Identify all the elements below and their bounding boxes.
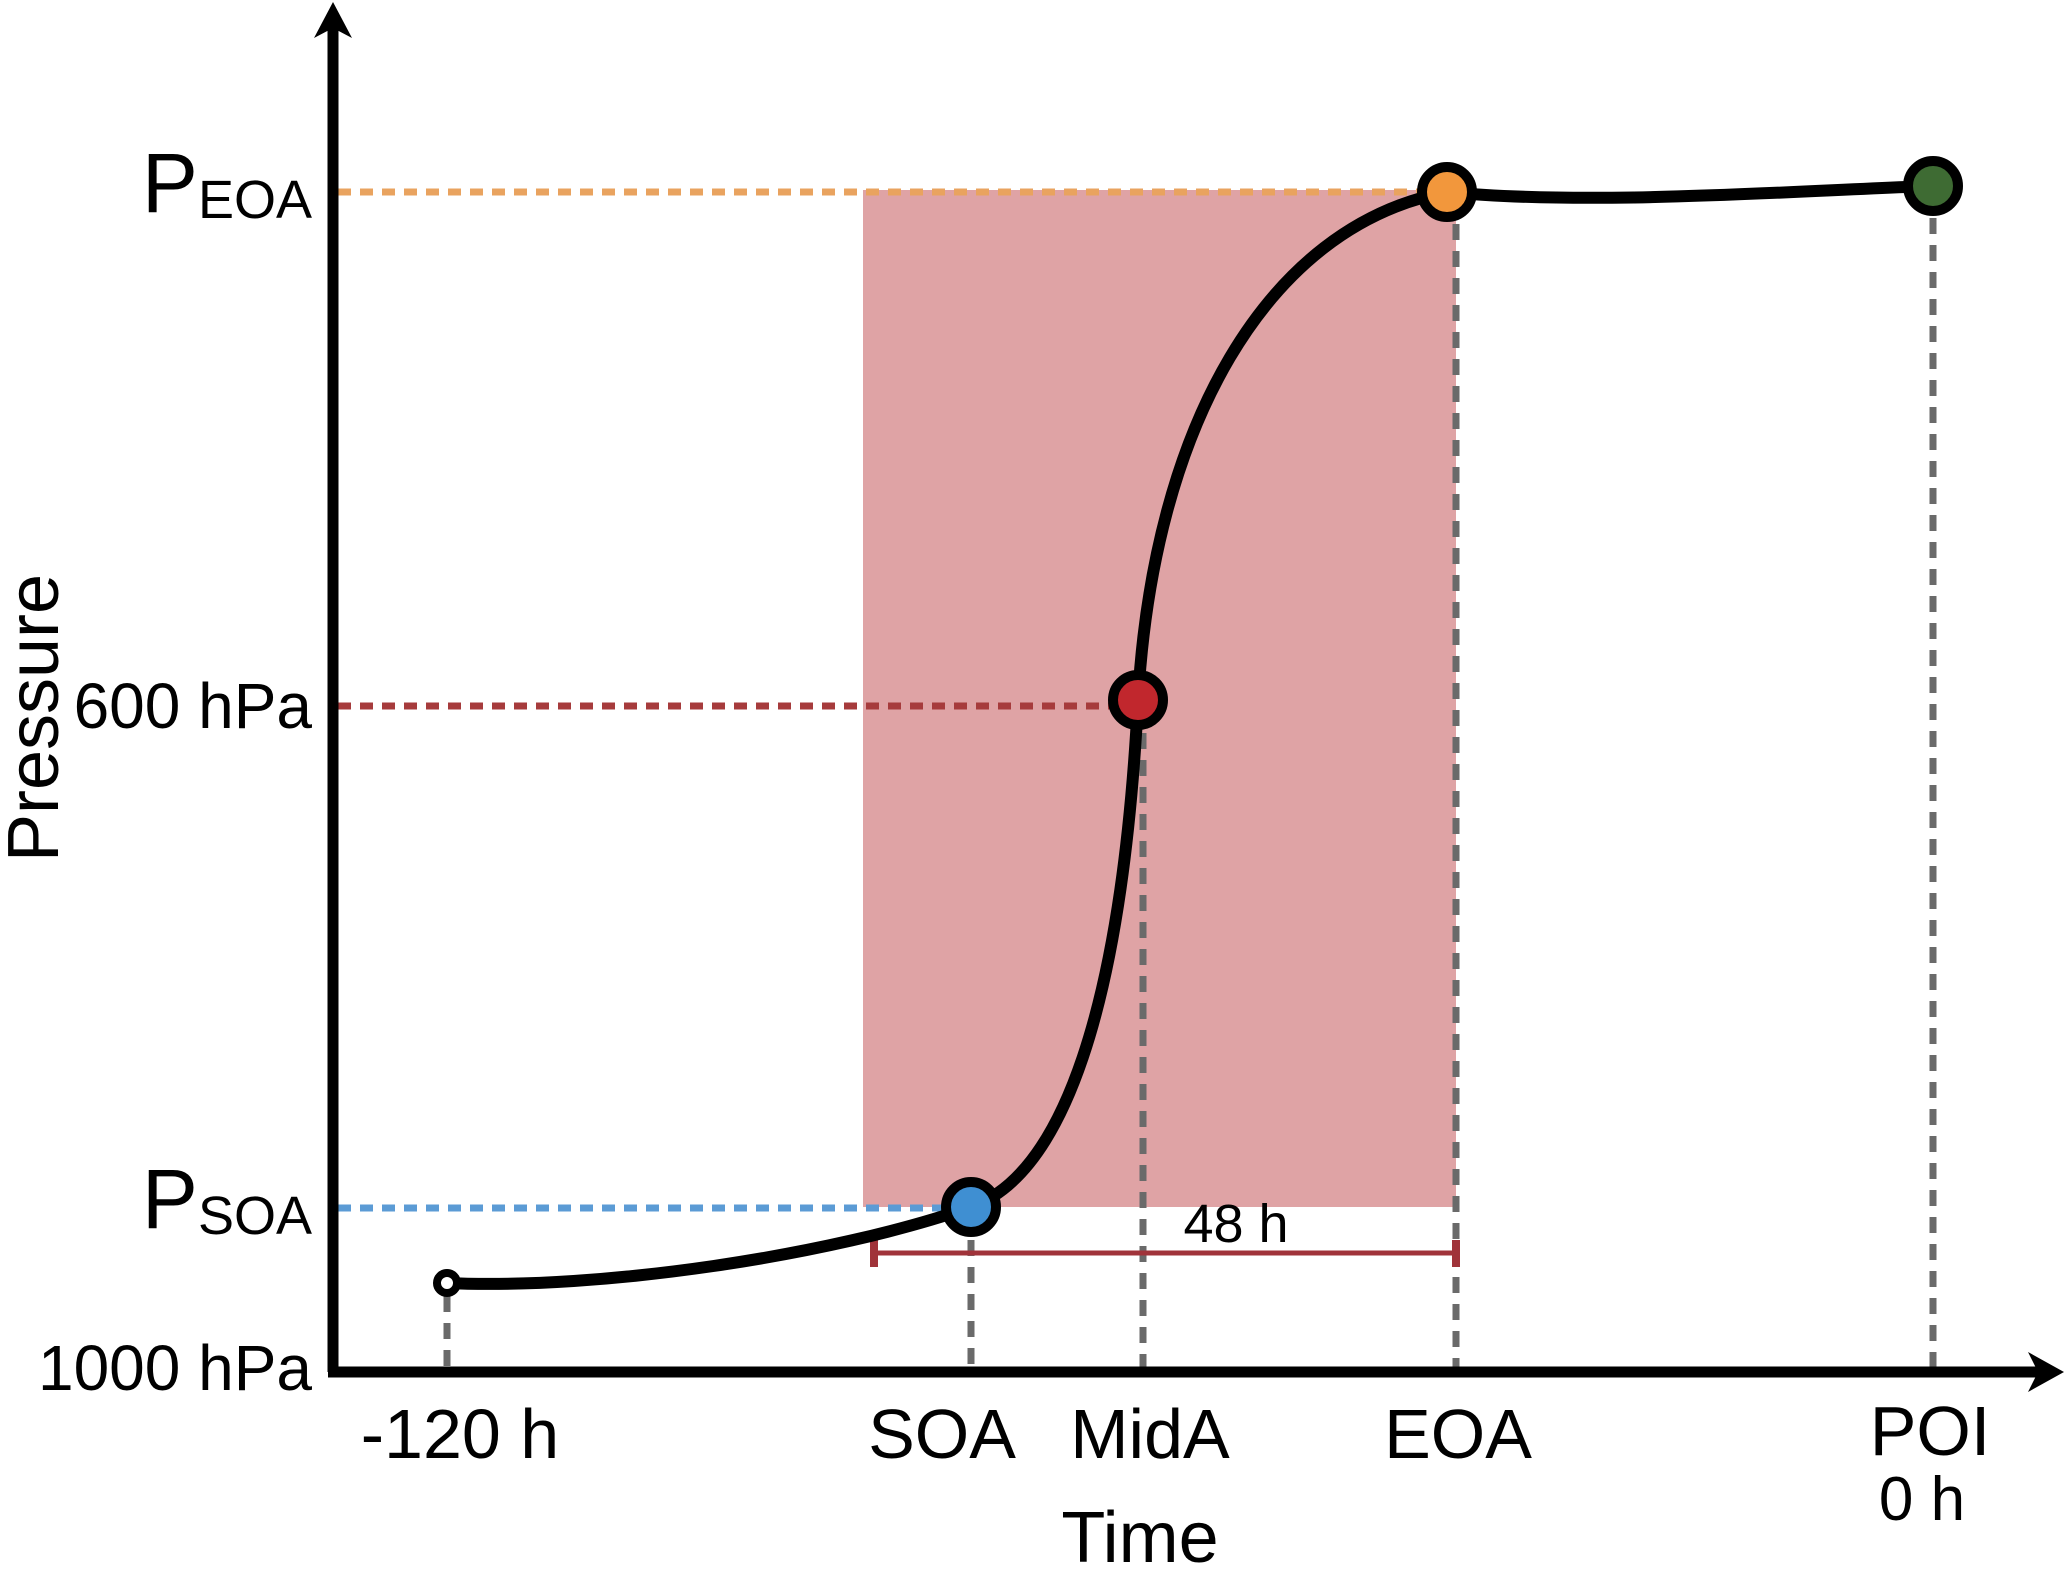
tick-label-soa: SOA xyxy=(868,1395,1016,1473)
tick-label-launch: -120 h xyxy=(361,1395,559,1473)
poi-marker xyxy=(1903,156,1963,216)
tick-label-poi-time: 0 h xyxy=(1879,1465,1965,1534)
soa-marker xyxy=(941,1177,1001,1237)
tick-label-mida: MidA xyxy=(1070,1395,1230,1473)
tick-label-p-eoa: PEOA xyxy=(142,136,312,230)
tick-label-p-soa: PSOA xyxy=(142,1152,312,1246)
tick-label-1000hpa: 1000 hPa xyxy=(38,1332,312,1404)
x-axis-title: Time xyxy=(1061,1498,1218,1573)
tick-label-eoa: EOA xyxy=(1384,1395,1532,1473)
y-axis-title: Pressure xyxy=(0,574,74,862)
tick-label-poi: POI xyxy=(1870,1392,1991,1470)
y-axis-arrow xyxy=(314,2,352,38)
annotation-48h: 48 h xyxy=(1183,1194,1288,1254)
tick-label-600hpa: 600 hPa xyxy=(74,670,313,742)
mida-marker xyxy=(1108,670,1168,730)
eoa-marker xyxy=(1417,162,1477,222)
launch-marker xyxy=(433,1269,461,1297)
x-axis-arrow xyxy=(2028,1352,2064,1392)
